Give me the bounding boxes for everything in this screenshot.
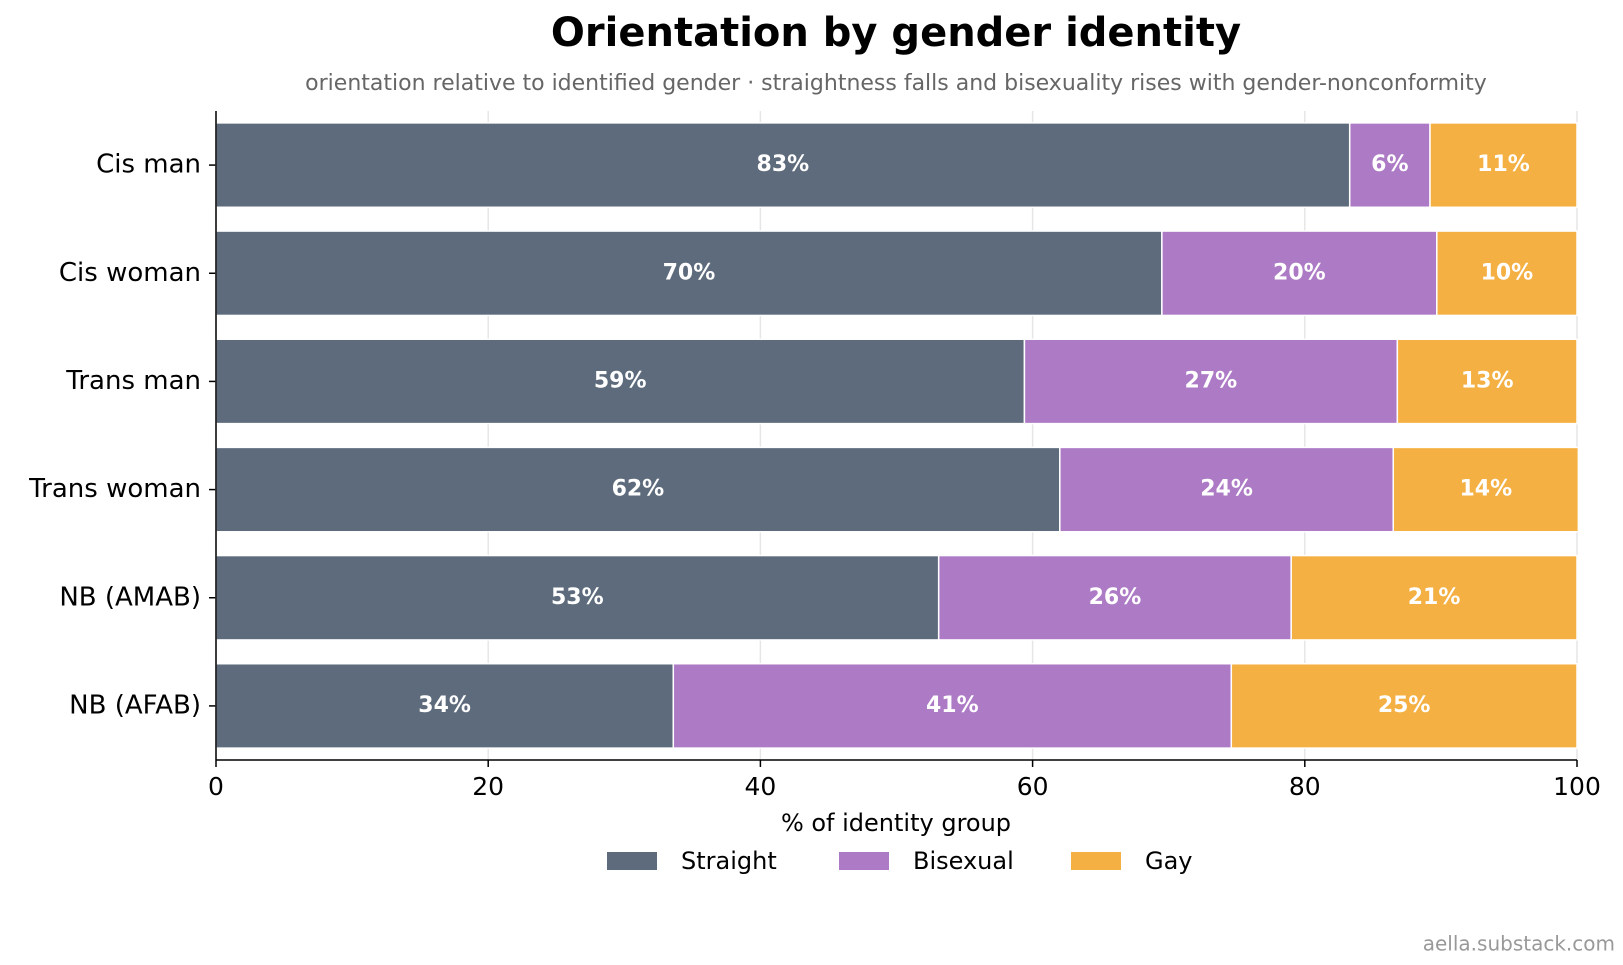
x-tick-label: 60	[1017, 772, 1049, 801]
data-label: 10%	[1481, 260, 1534, 285]
data-label: 27%	[1185, 368, 1238, 393]
legend-label: Gay	[1145, 847, 1193, 875]
bar-segment	[1436, 230, 1578, 317]
data-label: 13%	[1461, 368, 1514, 393]
data-label: 14%	[1459, 477, 1512, 502]
x-axis-label: % of identity group	[781, 809, 1011, 837]
bar-segment	[215, 554, 940, 641]
y-tick-label: NB (AMAB)	[59, 582, 201, 612]
chart-title: Orientation by gender identity	[551, 10, 1241, 56]
data-label: 53%	[551, 585, 604, 610]
data-label: 34%	[418, 693, 471, 718]
data-label: 26%	[1089, 585, 1142, 610]
data-label: 20%	[1273, 260, 1326, 285]
x-tick-label: 20	[472, 772, 504, 801]
data-label: 24%	[1200, 477, 1253, 502]
data-label: 6%	[1371, 152, 1408, 177]
data-label: 41%	[926, 693, 979, 718]
y-tick-label: Trans man	[65, 366, 201, 396]
data-label: 70%	[663, 260, 716, 285]
legend-swatch	[607, 852, 657, 870]
x-tick-label: 40	[744, 772, 776, 801]
bar-segment	[1392, 446, 1580, 533]
data-label: 21%	[1408, 585, 1461, 610]
footer: aella.substack.com	[1423, 932, 1615, 956]
bar-segment	[1059, 446, 1395, 533]
data-label: 59%	[594, 368, 647, 393]
bar-segment	[215, 338, 1026, 425]
bar-segment	[215, 122, 1351, 209]
x-tick-label: 80	[1289, 772, 1321, 801]
data-label: 83%	[757, 152, 810, 177]
chart-subtitle: orientation relative to identified gende…	[305, 71, 1487, 96]
data-label: 11%	[1477, 152, 1530, 177]
y-tick-label: NB (AFAB)	[69, 690, 201, 720]
data-label: 25%	[1378, 693, 1431, 718]
legend-swatch	[1071, 852, 1121, 870]
legend-label: Bisexual	[913, 847, 1014, 875]
bar-segment	[672, 662, 1233, 749]
bar-segment	[1230, 662, 1578, 749]
y-tick-label: Cis man	[96, 150, 201, 180]
data-label: 62%	[612, 477, 665, 502]
y-tick-label: Cis woman	[59, 258, 201, 288]
legend-label: Straight	[681, 847, 777, 875]
x-tick-label: 100	[1553, 772, 1601, 801]
bar-segment	[1429, 122, 1578, 209]
bar-segment	[215, 662, 675, 749]
y-tick-label: Trans woman	[28, 474, 201, 504]
bar-segment	[1348, 122, 1431, 209]
bar-segment	[1161, 230, 1438, 317]
bar-segment	[1290, 554, 1578, 641]
legend-swatch	[839, 852, 889, 870]
x-tick-label: 0	[208, 772, 224, 801]
bar-segment	[1396, 338, 1578, 425]
bar-segment	[1023, 338, 1399, 425]
bar-segment	[215, 446, 1061, 533]
